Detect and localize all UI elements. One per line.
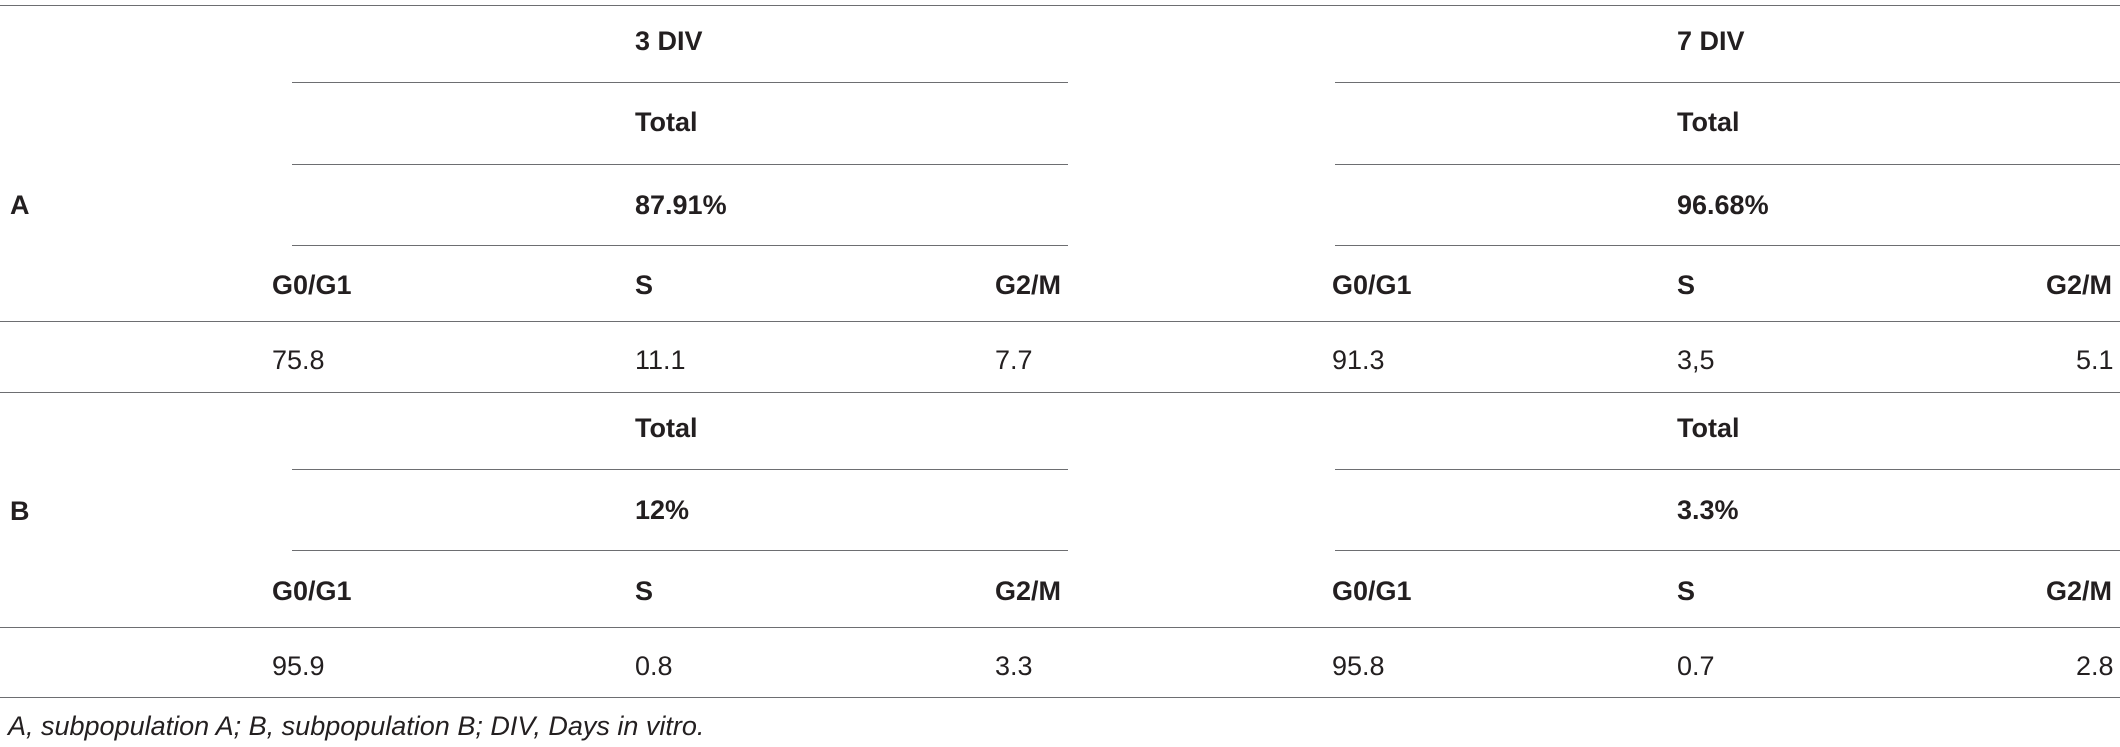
phase-header-a-7div-s: S	[1677, 270, 1696, 300]
total-value-b-7div: 3.3%	[1677, 495, 1739, 525]
cell-a-3div-s: 11.1	[635, 345, 686, 375]
phase-header-b-7div-g0g1: G0/G1	[1332, 576, 1412, 606]
total-underline-b-7div	[1335, 469, 2120, 470]
table-footnote: A, subpopulation A; B, subpopulation B; …	[8, 711, 705, 741]
cell-b-7div-g2m: 2.8	[2076, 651, 2114, 681]
row-label-b: B	[10, 496, 30, 526]
total-value-b-3div: 12%	[635, 495, 690, 525]
value-underline-a-7div	[1335, 245, 2120, 246]
row-label-a: A	[10, 190, 30, 220]
cell-a-3div-g2m: 7.7	[995, 345, 1033, 375]
column-header-7div: 7 DIV	[1677, 26, 1745, 56]
phase-header-b-3div-g0g1: G0/G1	[272, 576, 352, 606]
total-underline-a-7div	[1335, 164, 2120, 165]
phase-underline-b	[0, 627, 2120, 628]
total-underline-b-3div	[292, 469, 1068, 470]
phase-header-b-7div-g2m: G2/M	[2045, 576, 2112, 606]
phase-header-b-3div-s: S	[635, 576, 654, 606]
row-divider-a-b	[0, 392, 2120, 393]
cell-b-3div-s: 0.8	[635, 651, 673, 681]
total-value-a-3div: 87.91%	[635, 190, 727, 220]
cell-a-7div-s: 3,5	[1677, 345, 1715, 375]
total-label-b-3div: Total	[635, 413, 698, 443]
value-underline-b-3div	[292, 550, 1068, 551]
phase-header-b-3div-g2m: G2/M	[995, 576, 1062, 606]
phase-header-a-3div-g2m: G2/M	[995, 270, 1062, 300]
value-underline-b-7div	[1335, 550, 2120, 551]
phase-header-b-7div-s: S	[1677, 576, 1696, 606]
total-label-b-7div: Total	[1677, 413, 1740, 443]
phase-header-a-7div-g0g1: G0/G1	[1332, 270, 1412, 300]
cell-b-7div-s: 0.7	[1677, 651, 1715, 681]
cell-b-3div-g0g1: 95.9	[272, 651, 325, 681]
phase-underline-a	[0, 321, 2120, 322]
cell-b-3div-g2m: 3.3	[995, 651, 1033, 681]
value-underline-a-3div	[292, 245, 1068, 246]
cell-a-7div-g0g1: 91.3	[1332, 345, 1385, 375]
phase-header-a-3div-g0g1: G0/G1	[272, 270, 352, 300]
total-value-a-7div: 96.68%	[1677, 190, 1769, 220]
cell-a-3div-g0g1: 75.8	[272, 345, 325, 375]
header-underline-7div	[1335, 82, 2120, 83]
column-header-3div: 3 DIV	[635, 26, 703, 56]
table-top-border	[0, 5, 2120, 6]
cell-b-7div-g0g1: 95.8	[1332, 651, 1385, 681]
cell-a-7div-g2m: 5.1	[2076, 345, 2114, 375]
total-underline-a-3div	[292, 164, 1068, 165]
phase-header-a-3div-s: S	[635, 270, 654, 300]
total-label-a-7div: Total	[1677, 107, 1740, 137]
phase-header-a-7div-g2m: G2/M	[2045, 270, 2112, 300]
total-label-a-3div: Total	[635, 107, 698, 137]
table-bottom-border	[0, 697, 2120, 698]
header-underline-3div	[292, 82, 1068, 83]
